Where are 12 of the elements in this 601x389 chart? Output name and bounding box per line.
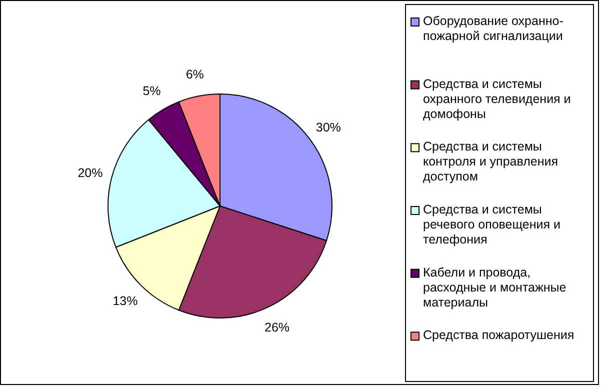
legend-label: Средства и системы контроля и управления доступом bbox=[423, 139, 558, 184]
data-label: 13% bbox=[112, 294, 138, 308]
data-label: 5% bbox=[142, 84, 161, 98]
data-label: 26% bbox=[264, 320, 290, 335]
data-label: 30% bbox=[316, 120, 341, 135]
legend-label: Кабели и провода, расходные и монтажные материалы bbox=[423, 265, 566, 310]
legend-label: Средства и системы речевого оповещения и телефония bbox=[423, 202, 560, 246]
legend-label: Оборудование охранно-пожарной сигнализации bbox=[423, 14, 564, 43]
data-label: 6% bbox=[186, 68, 204, 82]
legend-label: Средства и системы охранного телевидения и домофоны bbox=[423, 76, 571, 121]
data-label: 20% bbox=[78, 166, 103, 180]
legend-label: Средства пожаротушения bbox=[423, 328, 574, 342]
